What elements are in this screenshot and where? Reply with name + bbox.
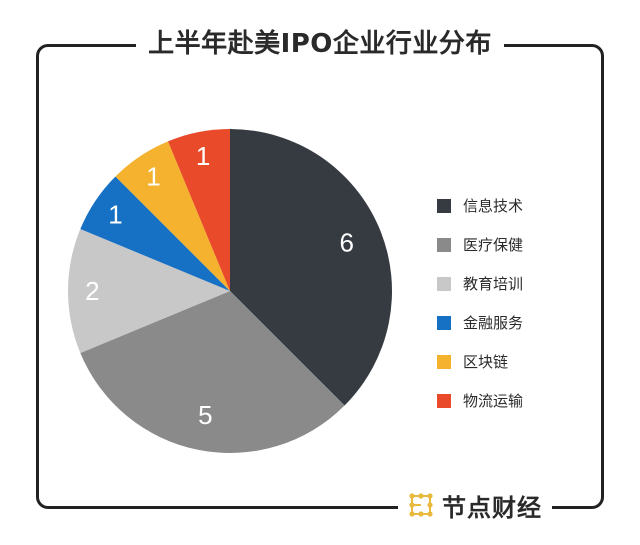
- legend-swatch: [437, 393, 451, 408]
- footer-brand-text: 节点财经: [442, 493, 542, 522]
- chart-title: 上半年赴美IPO企业行业分布: [136, 24, 504, 64]
- pie-slice-4: [115, 141, 230, 291]
- pie-label: 1: [108, 199, 122, 229]
- pie-slice-3: [80, 176, 230, 291]
- legend-item-healthcare: 医疗保健: [437, 225, 523, 264]
- pie-label: 2: [85, 276, 99, 306]
- pie-label: 6: [340, 228, 354, 258]
- title-container: 上半年赴美IPO企业行业分布: [0, 24, 640, 64]
- legend-swatch: [437, 237, 451, 252]
- legend-swatch: [437, 276, 451, 291]
- pie-slice-5: [168, 129, 230, 291]
- brand-logo-icon: [409, 493, 433, 517]
- legend-label: 物流运输: [463, 392, 524, 410]
- legend-item-blockchain: 区块链: [437, 342, 523, 381]
- legend-item-logistics: 物流运输: [437, 381, 523, 420]
- legend-swatch: [437, 198, 451, 213]
- pie-slice-0: [230, 129, 392, 406]
- legend-label: 区块链: [463, 353, 509, 371]
- legend-swatch: [437, 354, 451, 369]
- legend-label: 金融服务: [463, 314, 524, 332]
- pie-slice-2: [67, 229, 230, 353]
- pie-label: 5: [198, 400, 212, 430]
- legend-label: 医疗保健: [463, 236, 524, 254]
- legend: 信息技术 医疗保健 教育培训 金融服务 区块链 物流运输: [437, 186, 523, 420]
- pie-label: 1: [196, 141, 210, 171]
- legend-item-education: 教育培训: [437, 264, 523, 303]
- legend-item-it: 信息技术: [437, 186, 523, 225]
- legend-label: 教育培训: [463, 275, 524, 293]
- footer-brand: 节点财经: [398, 485, 552, 525]
- pie-label: 1: [146, 162, 160, 192]
- legend-swatch: [437, 315, 451, 330]
- legend-item-finance: 金融服务: [437, 303, 523, 342]
- legend-label: 信息技术: [463, 197, 524, 215]
- pie-slice-1: [80, 291, 345, 453]
- pie-slices: [67, 129, 392, 453]
